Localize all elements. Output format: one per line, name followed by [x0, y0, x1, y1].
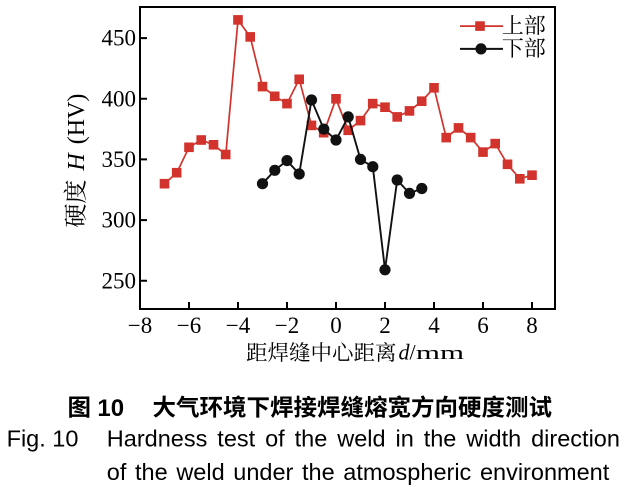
svg-text:6: 6	[477, 313, 489, 338]
svg-text:450: 450	[102, 26, 137, 51]
svg-text:−4: −4	[226, 313, 251, 338]
svg-text:d/: d/	[399, 339, 417, 364]
svg-text:0: 0	[330, 313, 342, 338]
svg-text:300: 300	[102, 208, 137, 233]
svg-text:−8: −8	[128, 313, 152, 338]
svg-text:−6: −6	[177, 313, 201, 338]
svg-text:10: 10	[97, 395, 124, 422]
svg-text:350: 350	[102, 147, 137, 172]
svg-text:250: 250	[102, 268, 137, 293]
svg-text:−2: −2	[275, 313, 299, 338]
svg-text:8: 8	[526, 313, 538, 338]
svg-text:of the weld under the atmosphe: of the weld under the atmospheric enviro…	[107, 459, 610, 485]
svg-text:400: 400	[102, 86, 137, 111]
svg-text:Fig. 10: Fig. 10	[7, 425, 79, 451]
svg-text:4: 4	[428, 313, 440, 338]
svg-text:2: 2	[379, 313, 391, 338]
svg-text:H(HV): H(HV)	[64, 94, 90, 172]
svg-text:Hardness test of the weld in t: Hardness test of the weld in the width d…	[107, 425, 620, 451]
svg-text:mm: mm	[416, 342, 464, 363]
